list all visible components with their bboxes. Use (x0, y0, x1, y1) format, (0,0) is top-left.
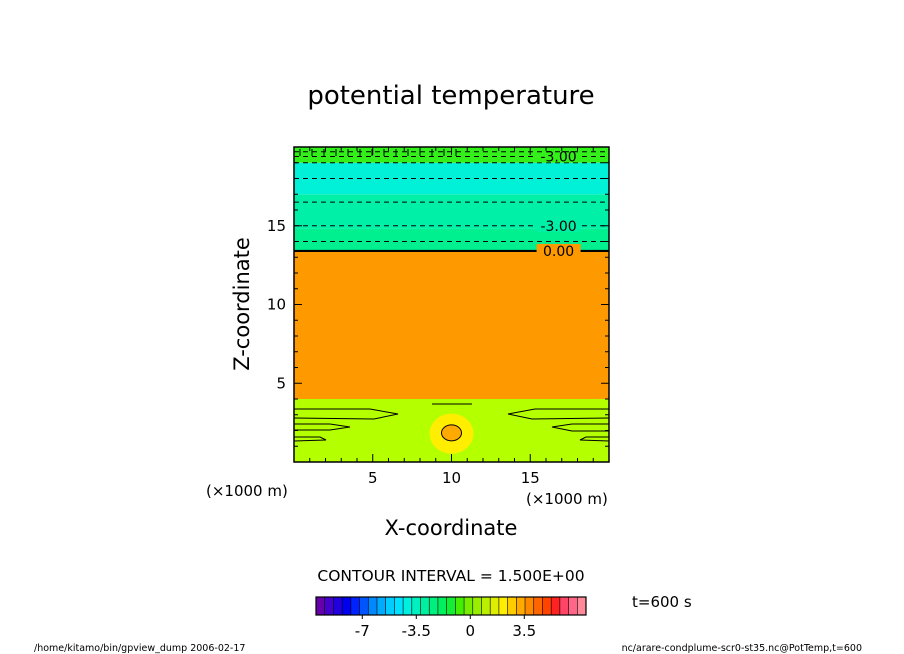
contour-label: -3.00 (540, 149, 576, 165)
y-axis-label: Z-coordinate (230, 237, 254, 371)
colorbar-swatch (359, 597, 369, 615)
colorbar: -7 -3.5 0 3.5 (315, 596, 587, 640)
contour-label: 0.00 (543, 244, 574, 260)
colorbar-swatch (429, 597, 439, 615)
lower-contours (293, 403, 610, 442)
warm-bubble (429, 413, 474, 454)
colorbar-tick-label: -3.5 (402, 622, 431, 640)
colorbar-swatch (411, 597, 421, 615)
colorbar-swatch (437, 597, 447, 615)
colorbar-swatch (533, 597, 543, 615)
colorbar-swatch (420, 597, 430, 615)
z-tick-label: 15 (267, 217, 286, 235)
footer-left: /home/kitamo/bin/gpview_dump 2006-02-17 (34, 643, 245, 654)
colorbar-swatch (342, 597, 352, 615)
z-tick-label: 5 (276, 374, 286, 392)
colorbar-tick-label: 0 (466, 622, 476, 640)
chart-title: potential temperature (307, 81, 594, 111)
colorbar-swatch (446, 597, 456, 615)
colorbar-swatch (368, 597, 378, 615)
fill-band-2 (294, 228, 609, 251)
colorbar-swatch (472, 597, 482, 615)
colorbar-swatch (577, 597, 587, 615)
colorbar-swatch (333, 597, 343, 615)
colorbar-swatch (394, 597, 404, 615)
colorbar-tick-label: -7 (355, 622, 370, 640)
contour-label-bg (536, 149, 581, 163)
contour-label-bg (536, 218, 581, 232)
contour-label: -3.00 (540, 219, 576, 235)
colorbar-swatch (507, 597, 517, 615)
z-tick-label: 10 (267, 296, 286, 314)
contour-label-bg (536, 243, 581, 257)
colorbar-swatch (551, 597, 561, 615)
colorbar-swatch (455, 597, 465, 615)
colorbar-swatch (498, 597, 508, 615)
x-tick-label: 10 (442, 469, 461, 487)
x-unit-left: (×1000 m) (206, 482, 288, 500)
colorbar-tick-label: 3.5 (512, 622, 536, 640)
colorbar-swatch (525, 597, 535, 615)
colorbar-swatch (516, 597, 526, 615)
colorbar-swatch (316, 597, 326, 615)
fill-band-1 (294, 250, 609, 399)
colorbar-swatch (481, 597, 491, 615)
colorbar-swatch (350, 597, 360, 615)
contour-interval: CONTOUR INTERVAL = 1.500E+00 (317, 567, 584, 585)
footer-right: nc/arare-condplume-scr0-st35.nc@PotTemp,… (622, 643, 862, 654)
colorbar-swatch (568, 597, 578, 615)
x-tick-label: 5 (368, 469, 378, 487)
colorbar-swatch (403, 597, 413, 615)
x-axis-label: X-coordinate (385, 516, 518, 540)
colorbar-swatch (542, 597, 552, 615)
plot-area: 0.00 -3.00 -3.00 5 10 15 5 10 15 (267, 146, 610, 487)
x-unit-right: (×1000 m) (526, 490, 608, 508)
colorbar-swatch (376, 597, 386, 615)
colorbar-swatch (490, 597, 500, 615)
colorbar-swatch (464, 597, 474, 615)
colorbar-swatch (559, 597, 569, 615)
colorbar-swatch (324, 597, 334, 615)
time-label: t=600 s (632, 593, 692, 611)
colorbar-frame (315, 596, 587, 616)
x-tick-label: 15 (521, 469, 540, 487)
colorbar-swatch (385, 597, 395, 615)
